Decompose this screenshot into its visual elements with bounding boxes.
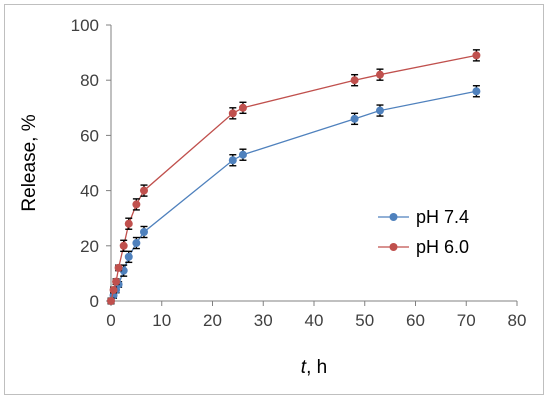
series-line (110, 54, 477, 302)
data-point (375, 70, 384, 79)
data-point (124, 252, 133, 261)
legend-marker (389, 243, 398, 251)
y-tick-label: 100 (71, 16, 99, 35)
data-point (238, 150, 247, 159)
data-point (139, 228, 148, 236)
data-point (124, 219, 133, 228)
x-tick-label: 0 (106, 311, 115, 330)
y-tick-label: 60 (80, 126, 99, 145)
x-tick-label: 10 (152, 311, 171, 330)
x-axis-title-rest: , h (306, 357, 327, 378)
data-point (238, 103, 247, 112)
y-tick-label: 40 (80, 182, 99, 201)
data-point (375, 106, 384, 115)
legend-label: pH 7.4 (416, 207, 469, 227)
x-tick-label: 30 (254, 311, 273, 330)
data-point (350, 76, 359, 85)
y-tick-label: 20 (80, 237, 99, 256)
x-tick-label: 60 (406, 311, 425, 330)
legend-item: pH 6.0 (378, 237, 469, 257)
legend: pH 7.4 pH 6.0 (378, 207, 469, 257)
data-point (109, 285, 118, 294)
data-point (472, 87, 481, 96)
release-chart: 0 20 40 60 80 100 0 10 20 30 40 50 60 70 80 pH 7.4 pH 6… (19, 16, 527, 378)
legend-item: pH 7.4 (378, 207, 469, 227)
data-point (132, 200, 141, 209)
x-tick-label: 70 (457, 311, 476, 330)
y-axis-title: Release, % (19, 114, 40, 211)
data-point (132, 239, 141, 248)
x-tick-label: 40 (305, 311, 324, 330)
x-axis-title: t, h (301, 357, 327, 378)
series-layer (107, 49, 481, 305)
data-point (107, 297, 115, 305)
data-point (119, 241, 128, 250)
data-point (350, 114, 359, 123)
y-tick-label: 0 (90, 292, 99, 311)
tick-labels: 0 20 40 60 80 100 0 10 20 30 40 50 60 70 80 (71, 16, 527, 330)
legend-label: pH 6.0 (416, 237, 469, 257)
series-1 (107, 85, 481, 305)
legend-marker (389, 213, 398, 221)
data-point (114, 263, 123, 272)
x-tick-label: 20 (203, 311, 222, 330)
data-point (228, 109, 237, 118)
data-point (112, 277, 121, 286)
x-tick-label: 80 (508, 311, 527, 330)
data-point (139, 186, 148, 195)
data-point (228, 156, 237, 165)
axes (106, 24, 518, 306)
series-2 (107, 49, 481, 305)
y-tick-label: 80 (80, 71, 99, 90)
series-line (110, 90, 477, 302)
chart-frame: 0 20 40 60 80 100 0 10 20 30 40 50 60 70 80 pH 7.4 pH 6… (4, 4, 544, 395)
x-axis-title-italic: t (301, 357, 307, 378)
x-tick-label: 50 (355, 311, 374, 330)
data-point (472, 51, 481, 60)
